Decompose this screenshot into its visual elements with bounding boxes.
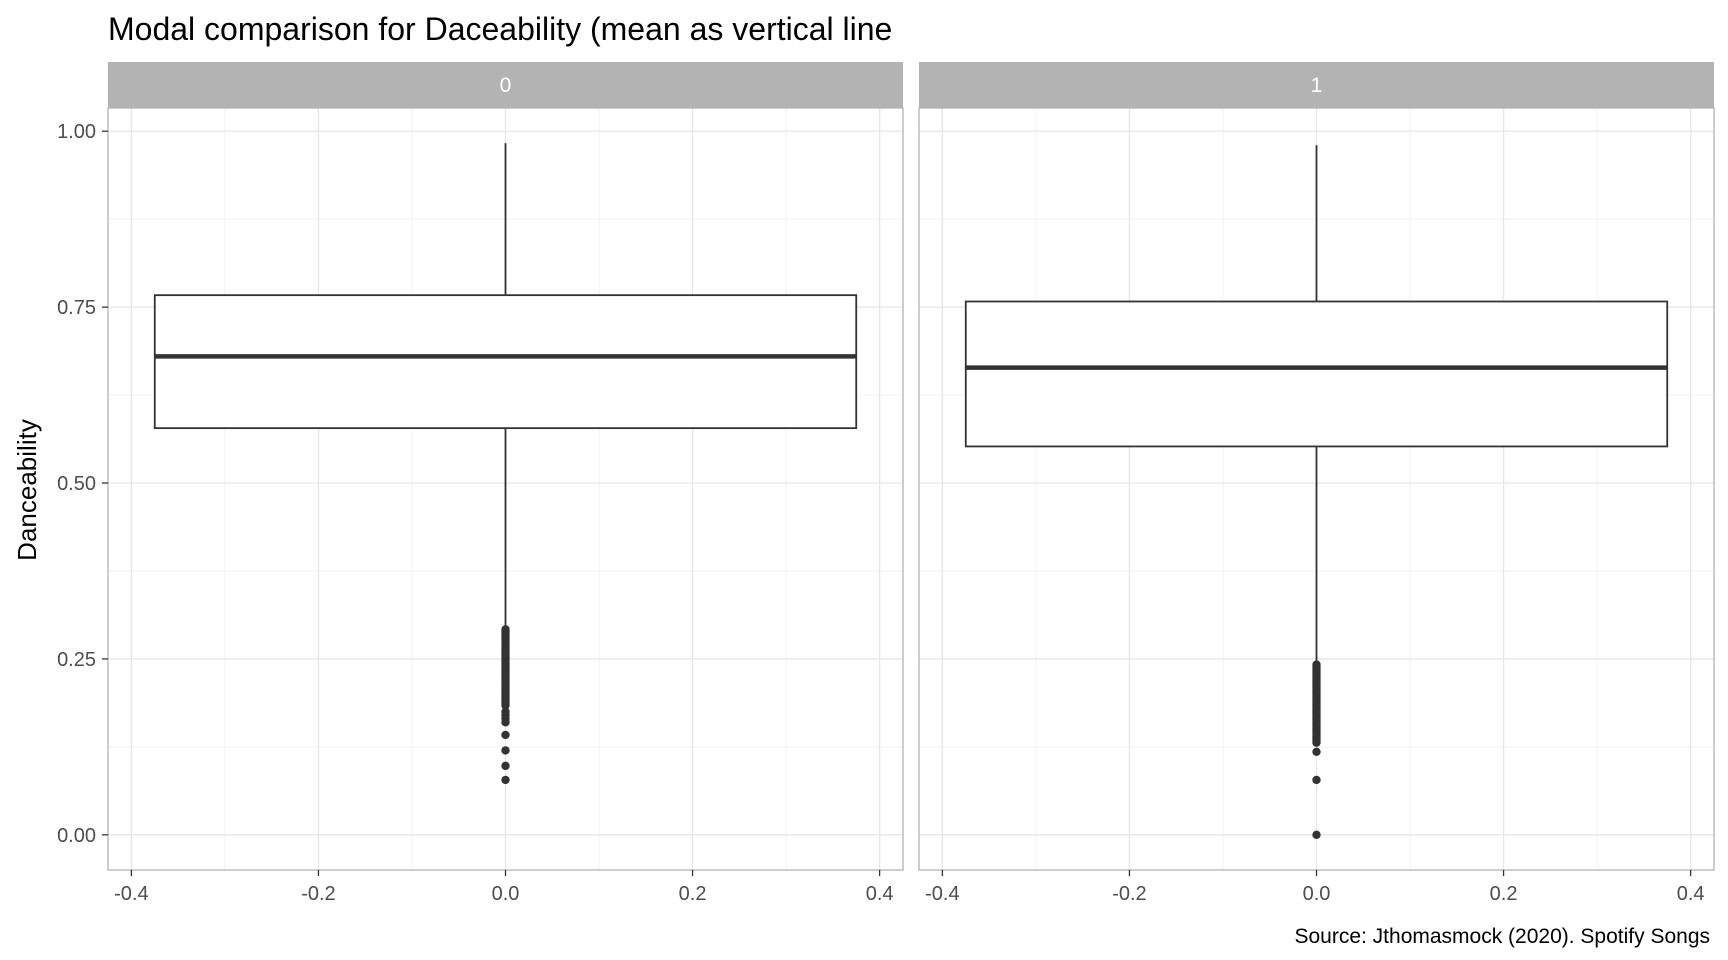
- outlier-point: [1312, 830, 1321, 840]
- facet-panel-1: 1 -0.4 -0.2 0.0 0.2 0.4: [918, 62, 1715, 905]
- y-tick-label: 0.50: [57, 473, 96, 495]
- y-tick-label: 0.25: [57, 649, 96, 671]
- x-tick-label: 0.2: [679, 883, 707, 905]
- outlier-point: [501, 718, 510, 727]
- facet-panel-0: 0 -0.4 -0.2 0.0 0.2 0.4 0.00 0.25 0.50 0.75 1.00: [57, 62, 904, 905]
- x-tick-label: 0.0: [1303, 883, 1331, 905]
- facet-strip-label: 0: [500, 74, 512, 97]
- box-iqr: [964, 300, 1669, 448]
- plot-area: 0 -0.4 -0.2 0.0 0.2 0.4 0.00 0.25 0.50 0.75 1.00 1 -…: [57, 62, 1715, 905]
- y-tick-label: 0.00: [57, 825, 96, 847]
- x-tick-label: 0.4: [1677, 883, 1705, 905]
- y-axis-title: Danceability: [12, 419, 42, 561]
- x-tick-label: -0.4: [925, 883, 959, 905]
- y-tick-label: 0.75: [57, 297, 96, 319]
- chart-title: Modal comparison for Daceability (mean a…: [108, 11, 892, 47]
- facet-strip: [919, 62, 1714, 108]
- outlier-point: [501, 746, 510, 755]
- x-tick-label: -0.4: [114, 883, 148, 905]
- facet-strip: [108, 62, 903, 108]
- outlier-point: [501, 730, 510, 740]
- chart-caption: Source: Jthomasmock (2020). Spotify Song…: [1294, 925, 1710, 948]
- outlier-point: [1312, 738, 1321, 747]
- box-iqr: [153, 294, 858, 430]
- outlier-point: [501, 775, 510, 785]
- facet-strip-label: 1: [1311, 74, 1323, 97]
- x-tick-label: -0.2: [301, 883, 335, 905]
- outlier-point: [1312, 747, 1321, 756]
- outlier-point: [501, 701, 510, 710]
- x-tick-label: 0.4: [866, 883, 894, 905]
- y-tick-label: 1.00: [57, 121, 96, 143]
- outlier-point: [1312, 775, 1321, 785]
- outlier-point: [501, 761, 510, 771]
- x-tick-label: 0.2: [1490, 883, 1518, 905]
- x-tick-label: -0.2: [1112, 883, 1146, 905]
- x-tick-label: 0.0: [492, 883, 520, 905]
